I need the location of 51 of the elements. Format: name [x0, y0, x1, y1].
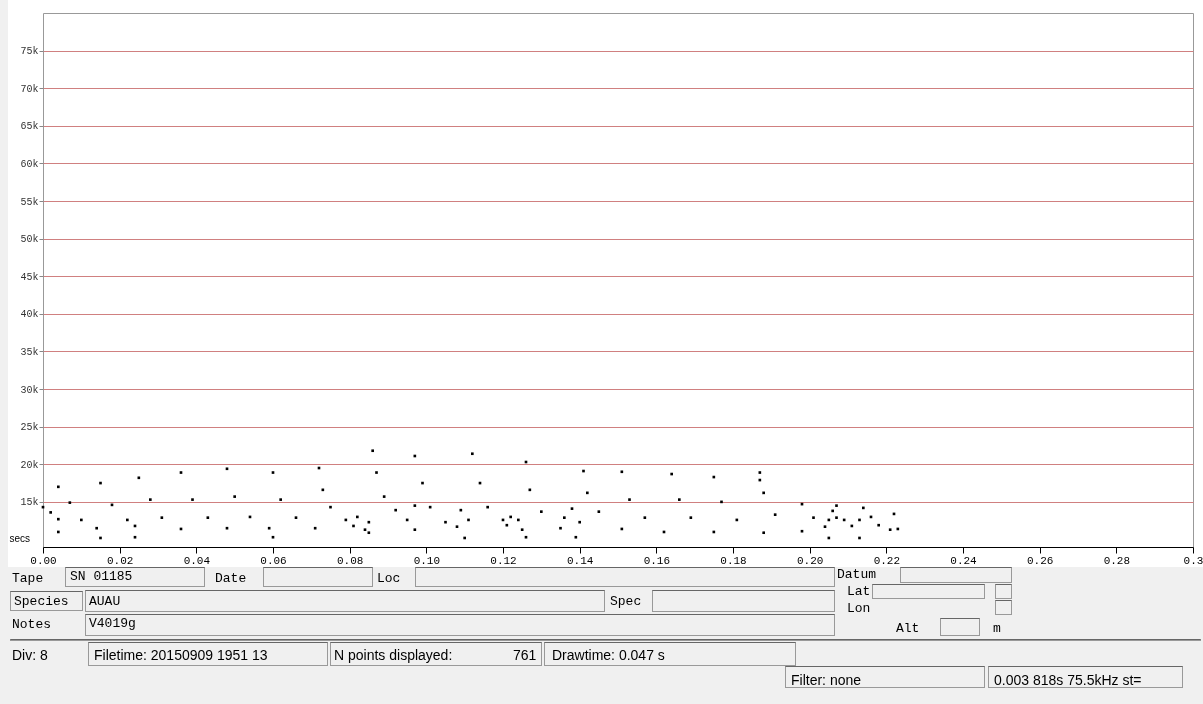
x-axis-title: secs: [9, 532, 31, 544]
text: Loc: [377, 570, 401, 588]
text: Spec: [610, 593, 642, 611]
x-tick-label: 0.00: [30, 554, 57, 567]
text: V4019g: [89, 615, 136, 633]
y-tick-label: 55k: [20, 196, 39, 208]
y-tick-label: 35k: [20, 346, 39, 358]
text: Filter: none: [791, 671, 862, 689]
text: Drawtime: 0.047 s: [552, 646, 665, 664]
text: Tape: [12, 570, 44, 588]
x-tick-label: 0.24: [950, 554, 978, 567]
text: Lat: [847, 583, 871, 601]
x-tick-label: 0.02: [106, 554, 134, 567]
y-tick-label: 75k: [20, 46, 39, 58]
text: m: [993, 620, 1001, 638]
y-tick-label: 15k: [20, 497, 39, 509]
y-tick-label: 20k: [20, 459, 39, 471]
x-tick-label: 0.18: [720, 554, 747, 567]
y-tick-label: 70k: [20, 83, 39, 95]
x-tick-label: 0.12: [490, 554, 517, 567]
x-tick-label: 0.28: [1103, 554, 1131, 567]
x-tick-label: 0.14: [566, 554, 594, 567]
text: Date: [215, 570, 247, 588]
y-tick-label: 65k: [20, 121, 39, 133]
y-tick-label: 30k: [20, 384, 39, 396]
y-tick-label: 45k: [20, 271, 39, 283]
y-tick-label: 25k: [20, 422, 39, 434]
x-tick-label: 0.06: [260, 554, 287, 567]
text: N points displayed:: [334, 646, 453, 664]
x-tick-label: 0.16: [643, 554, 671, 567]
text: SN 01185: [70, 568, 133, 586]
x-tick-label: 0.10: [413, 554, 441, 567]
text: 0.003 818s 75.5kHz st=: [994, 671, 1142, 689]
text: Div: 8: [12, 646, 48, 664]
y-tick-label: 40k: [20, 309, 39, 321]
y-tick-label: 50k: [20, 234, 39, 246]
text: Notes: [12, 616, 52, 634]
text: Datum: [837, 566, 877, 584]
text: AUAU: [89, 593, 121, 611]
text: Alt: [896, 620, 920, 638]
x-tick-label: 0.04: [183, 554, 211, 567]
text: Species: [14, 593, 69, 611]
text: 761: [513, 646, 537, 664]
x-tick-label: 0.22: [873, 554, 901, 567]
x-tick-label: 0.20: [796, 554, 824, 567]
text: Lon: [847, 600, 871, 618]
x-tick-label: 0.26: [1026, 554, 1054, 567]
y-tick-label: 60k: [20, 158, 39, 170]
text: Filetime: 20150909 1951 13: [94, 646, 268, 664]
x-tick-label: 0.3: [1183, 554, 1203, 567]
x-tick-label: 0.08: [336, 554, 364, 567]
